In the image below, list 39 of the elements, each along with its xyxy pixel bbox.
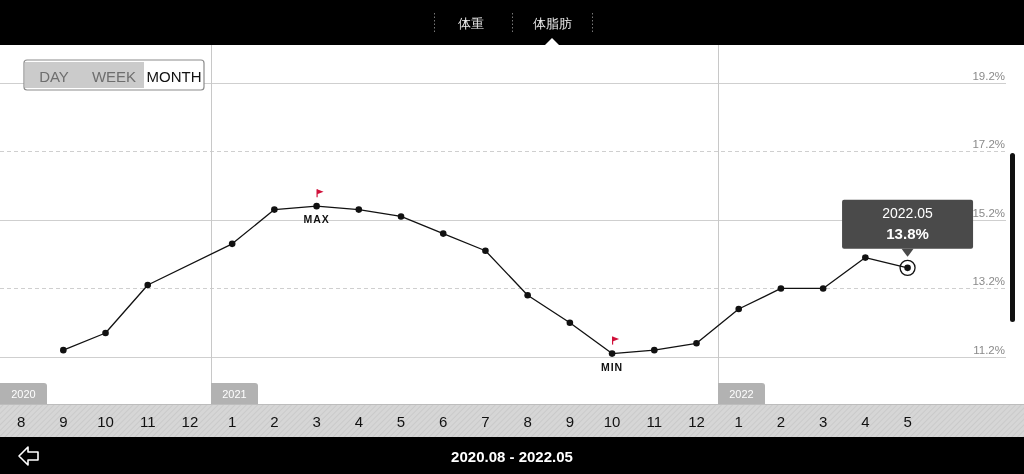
ref-line-label: 2021	[222, 388, 247, 400]
y-tick-label: 17.2%	[972, 138, 1005, 151]
y-tick-label: 19.2%	[972, 69, 1005, 82]
x-tick-label: 5	[903, 413, 912, 430]
x-tick-label: 10	[603, 413, 621, 430]
x-tick-label: 2	[776, 413, 786, 430]
annotation: DAY	[39, 67, 69, 85]
y-tick-label: 11.2%	[973, 344, 1005, 357]
annotation: MONTH	[146, 67, 202, 85]
x-tick-label: 2	[270, 413, 279, 430]
x-tick-label: 11	[139, 413, 156, 430]
annotation: MAX	[303, 213, 330, 226]
chart-title: 体脂肪	[532, 15, 572, 31]
x-tick-label: 12	[181, 413, 199, 430]
y-tick-label: 15.2%	[972, 206, 1005, 219]
y-tick-label: 13.2%	[972, 275, 1005, 288]
x-tick-label: 8	[16, 413, 26, 430]
x-tick-label: 10	[97, 413, 114, 430]
x-tick-label: 3	[312, 413, 321, 430]
ref-line-label: 2022	[729, 388, 754, 400]
x-tick-label: 4	[861, 413, 870, 430]
x-tick-label: 3	[818, 413, 828, 430]
text: 体重	[458, 15, 484, 31]
x-tick-label: 8	[523, 413, 532, 430]
annotation: WEEK	[91, 67, 137, 85]
annotation: 2020	[11, 388, 36, 400]
x-tick-label: 4	[354, 413, 363, 430]
annotation: MIN	[600, 360, 624, 373]
x-tick-label: 12	[688, 413, 705, 430]
x-tick-label: 11	[646, 413, 663, 430]
annotation: 2022.05 13.8%	[882, 204, 934, 243]
x-tick-label: 1	[734, 413, 743, 430]
x-tick-label: 9	[59, 413, 68, 430]
x-tick-label: 7	[481, 413, 490, 430]
text: 2020.08 - 2022.05	[451, 448, 573, 465]
x-tick-label: 6	[439, 413, 448, 430]
x-tick-label: 1	[228, 413, 237, 430]
x-tick-label: 5	[396, 413, 406, 430]
x-tick-label: 9	[565, 413, 575, 430]
